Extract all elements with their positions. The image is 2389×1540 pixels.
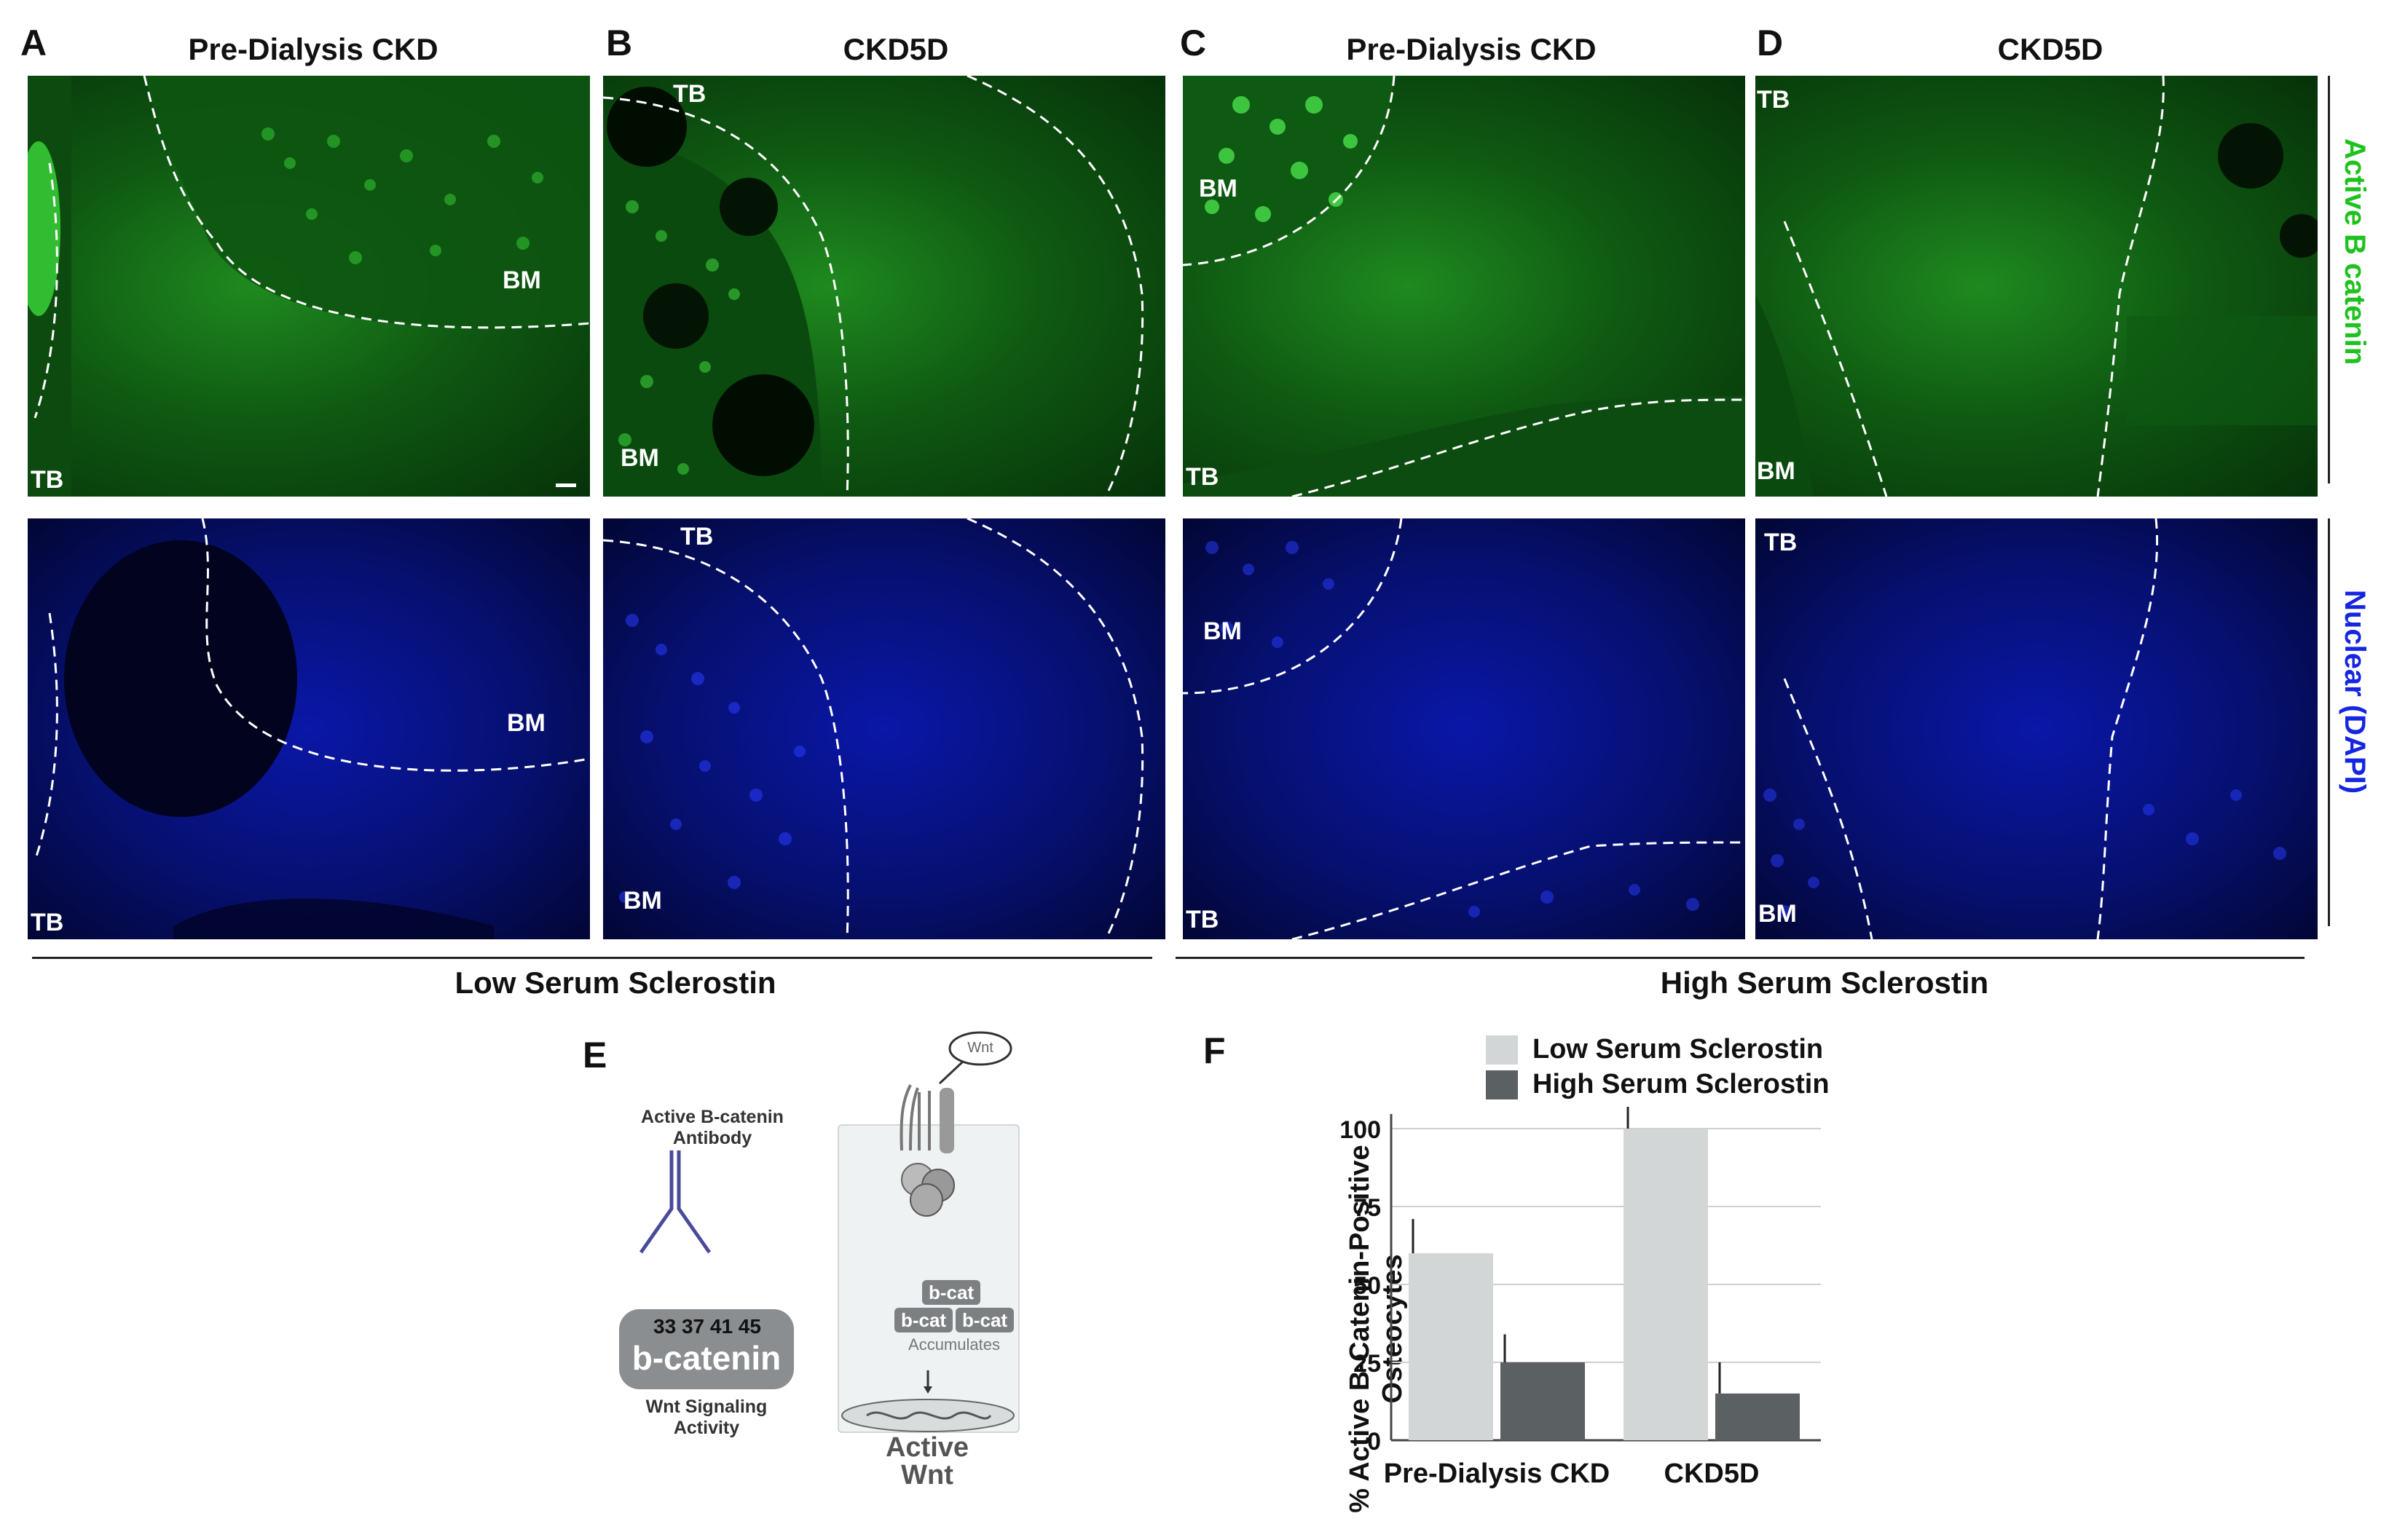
- x-tick-label-0: Pre-Dialysis CKD: [1384, 1458, 1610, 1489]
- panel-letter-a: A: [20, 23, 47, 63]
- antibody-icon: [639, 1150, 712, 1254]
- panel-a-blue-bm-label: BM: [507, 709, 546, 737]
- panel-b-blue-image: TB BM: [603, 518, 1165, 939]
- panel-letter-c: C: [1180, 23, 1207, 63]
- panel-d-green-image: TB BM: [1755, 76, 2318, 497]
- panel-c-blue-bm-label: BM: [1203, 617, 1242, 645]
- accumulates-label: Accumulates: [908, 1335, 1000, 1354]
- panel-a-blue-tb-label: TB: [31, 909, 64, 936]
- x-tick-label-1: CKD5D: [1664, 1458, 1760, 1489]
- panel-c-tb-label: TB: [1186, 463, 1219, 491]
- panel-letter-d: D: [1757, 23, 1784, 63]
- panel-c-title: Pre-Dialysis CKD: [1346, 32, 1597, 66]
- panel-a-tb-label: TB: [31, 466, 64, 494]
- b-catenin-protein-box: [619, 1309, 794, 1389]
- bar-1-1: [1715, 1393, 1800, 1440]
- high-group-line: [1176, 957, 2305, 959]
- panel-letter-f: F: [1203, 1030, 1226, 1071]
- panel-b-title: CKD5D: [843, 32, 949, 66]
- blue-row-label: Nuclear (DAPI): [2339, 590, 2371, 794]
- y-tick-label-2: 50: [1353, 1272, 1381, 1300]
- wnt-ligand-label: Wnt: [967, 1040, 993, 1056]
- legend-swatch-high: [1486, 1070, 1518, 1099]
- panel-d-bm-label: BM: [1757, 457, 1795, 485]
- legend-label-high: High Serum Sclerostin: [1532, 1069, 1830, 1099]
- panel-d-blue-bm-label: BM: [1758, 900, 1797, 928]
- b-catenin-label: b-catenin: [631, 1339, 782, 1377]
- b-cat-tag-2: b-cat: [894, 1308, 953, 1332]
- bar-0-0: [1409, 1253, 1493, 1440]
- active-wnt-label-2: Wnt: [901, 1460, 953, 1490]
- low-group-label: Low Serum Sclerostin: [454, 966, 776, 1000]
- panel-a-title: Pre-Dialysis CKD: [188, 32, 438, 66]
- panel-b-blue-bm-label: BM: [623, 887, 662, 915]
- panel-c-blue-image: BM TB: [1183, 518, 1745, 939]
- wnt-signaling-label: Wnt Signaling Activity: [645, 1397, 768, 1438]
- panel-b-green-image: TB BM: [603, 76, 1165, 497]
- panel-d-blue-tb-label: TB: [1764, 529, 1798, 556]
- panel-a-green-image: BM TB: [28, 76, 590, 497]
- green-row-label: Active B catenin: [2339, 138, 2371, 366]
- panel-a-bm-label: BM: [503, 266, 541, 294]
- panel-c-blue-tb-label: TB: [1186, 906, 1219, 933]
- bar-0-1: [1500, 1362, 1585, 1440]
- panel-c-bm-label: BM: [1199, 175, 1237, 202]
- active-wnt-label-1: Active: [885, 1432, 969, 1463]
- panel-letter-b: B: [606, 23, 633, 63]
- y-tick-label-3: 75: [1353, 1194, 1381, 1222]
- panel-letter-e: E: [583, 1035, 607, 1075]
- residue-numbers: 33 37 41 45: [653, 1315, 761, 1338]
- panel-d-blue-image: TB BM: [1755, 518, 2318, 939]
- high-group-label: High Serum Sclerostin: [1660, 966, 1989, 1000]
- panel-b-bm-label: BM: [621, 444, 659, 472]
- b-cat-tag-1: b-cat: [922, 1280, 980, 1305]
- y-tick-label-0: 0: [1367, 1428, 1381, 1456]
- panel-b-blue-tb-label: TB: [680, 523, 714, 550]
- bar-1-0: [1624, 1129, 1708, 1440]
- legend-label-low: Low Serum Sclerostin: [1532, 1034, 1824, 1065]
- legend-swatch-low: [1486, 1035, 1518, 1065]
- b-cat-tag-3: b-cat: [956, 1308, 1014, 1332]
- panel-d-title: CKD5D: [1997, 32, 2103, 66]
- blue-row-bracket: [2328, 518, 2330, 926]
- panel-b-tb-label: TB: [673, 80, 707, 108]
- antibody-label: Active B-catenin Antibody: [641, 1107, 784, 1148]
- low-group-line: [32, 957, 1152, 959]
- y-tick-label-1: 25: [1353, 1350, 1381, 1378]
- panel-d-tb-label: TB: [1757, 86, 1790, 114]
- cell-signaling-illustration: [841, 1031, 1015, 1432]
- panel-a-blue-image: BM TB: [28, 518, 590, 939]
- y-tick-label-4: 100: [1339, 1116, 1381, 1144]
- green-row-bracket: [2328, 76, 2330, 483]
- panel-c-green-image: BM TB: [1183, 76, 1745, 497]
- bar-chart: 0 25 50 75 100 Pre-Dialysis CKD CKD5D: [1339, 1107, 1821, 1489]
